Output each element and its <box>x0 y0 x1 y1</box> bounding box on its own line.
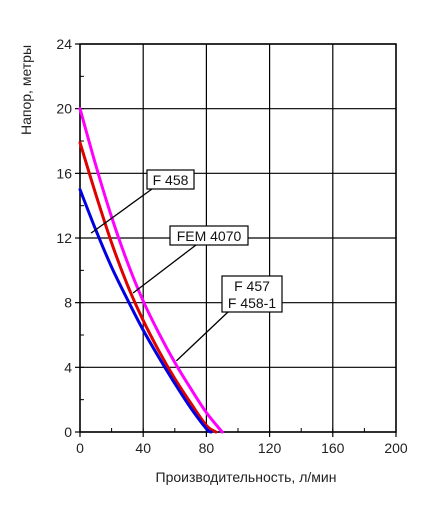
series-line-1 <box>78 141 218 434</box>
callout-fem4070: FEM 4070 <box>132 225 249 294</box>
x-ticks: 0 40 80 120 160 200 <box>76 43 408 456</box>
callout-leader <box>90 188 153 234</box>
y-tick-label: 4 <box>64 359 72 375</box>
callout-leader <box>132 244 197 294</box>
callout-f458: F 458 <box>90 169 195 234</box>
x-axis-title: Производительность, л/мин <box>156 469 337 485</box>
series-line-2 <box>78 107 224 434</box>
x-tick-label: 40 <box>135 440 151 456</box>
callout-box <box>169 225 249 246</box>
x-tick-label: 120 <box>258 440 282 456</box>
y-axis-title: Напор, метры <box>18 45 34 135</box>
y-tick-label: 16 <box>56 165 72 181</box>
callout-box <box>221 275 283 313</box>
y-tick-label: 20 <box>56 101 72 117</box>
callout-text: F 457 <box>234 278 270 294</box>
x-tick-label: 200 <box>384 440 408 456</box>
callout-text: FEM 4070 <box>177 228 242 244</box>
x-tick-label: 80 <box>199 440 215 456</box>
callout-text: F 458 <box>153 172 189 188</box>
series-lines <box>78 107 224 434</box>
callout-leader <box>175 311 229 362</box>
x-tick-label: 0 <box>76 440 84 456</box>
minor-ticks <box>79 43 397 433</box>
x-tick-label: 160 <box>321 440 345 456</box>
series-line-0 <box>78 188 213 434</box>
callout-box <box>146 169 195 190</box>
y-tick-label: 0 <box>64 424 72 440</box>
y-ticks: 0 4 8 12 16 20 24 <box>56 36 80 440</box>
callout-text: F 458-1 <box>228 295 276 311</box>
y-tick-label: 8 <box>64 295 72 311</box>
y-tick-label: 24 <box>56 36 72 52</box>
y-tick-label: 12 <box>56 230 72 246</box>
